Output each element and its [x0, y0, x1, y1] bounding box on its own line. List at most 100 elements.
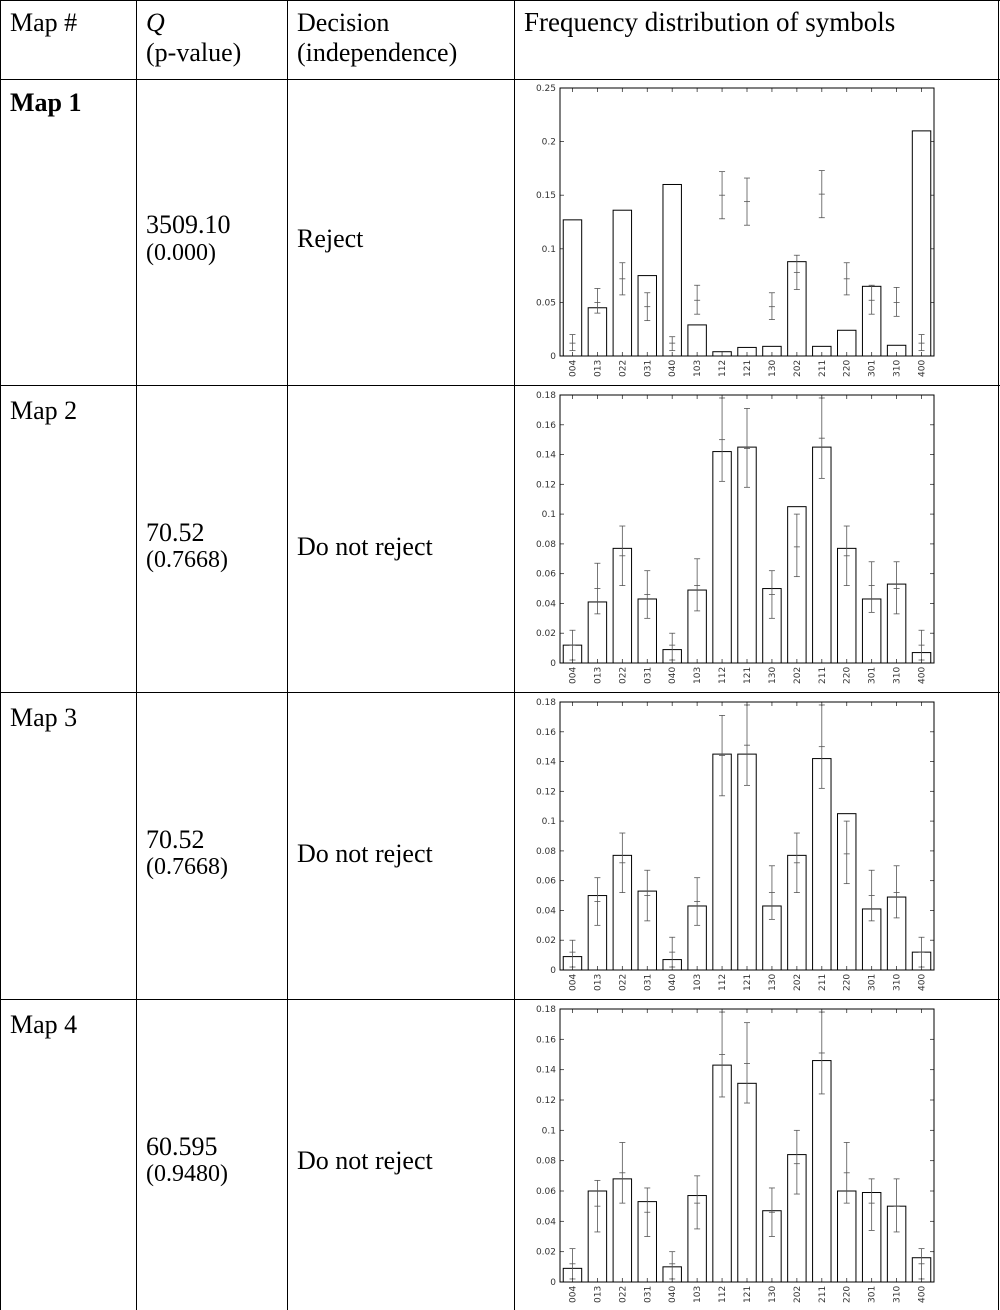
- x-tick-label: 211: [818, 667, 828, 684]
- row2-map: Map 2: [10, 396, 78, 425]
- table-border-right: [998, 0, 999, 1310]
- y-tick-label: 0.02: [536, 1248, 556, 1258]
- x-tick-label: 121: [743, 360, 753, 377]
- y-tick-label: 0.12: [536, 787, 556, 797]
- x-tick-label: 202: [793, 360, 803, 377]
- row4-map: Map 4: [10, 1010, 78, 1039]
- y-tick-label: 0.1: [542, 510, 556, 520]
- y-tick-label: 0.14: [536, 758, 556, 768]
- x-tick-label: 022: [618, 974, 628, 991]
- y-tick-label: 0.08: [536, 847, 556, 857]
- x-tick-label: 211: [818, 974, 828, 991]
- bar: [687, 324, 707, 357]
- x-tick-label: 400: [918, 667, 928, 684]
- y-tick-label: 0.14: [536, 1066, 556, 1076]
- y-tick-label: 0.18: [536, 1005, 556, 1015]
- x-tick-label: 121: [743, 1286, 753, 1303]
- x-tick-label: 031: [643, 1286, 653, 1303]
- x-tick-label: 022: [618, 667, 628, 684]
- row4-q: 60.595: [146, 1132, 218, 1161]
- x-tick-label: 031: [643, 974, 653, 991]
- table-border-left: [0, 0, 1, 1310]
- x-tick-label: 004: [568, 667, 578, 684]
- x-tick-label: 400: [918, 1286, 928, 1303]
- x-tick-label: 220: [843, 360, 853, 377]
- plot-frame: [559, 394, 935, 664]
- x-tick-label: 112: [718, 360, 728, 377]
- x-tick-label: 220: [843, 1286, 853, 1303]
- x-tick-label: 121: [743, 667, 753, 684]
- map1-frequency-chart: 0 0.05 0.1 0.15 0.2 0.25 004 013 022 031 040 103 112…: [536, 84, 935, 377]
- table-border-col1: [136, 0, 137, 1310]
- plot-frame: [559, 701, 935, 971]
- y-tick-label: 0.1: [542, 245, 556, 255]
- x-tick-label: 004: [568, 1286, 578, 1303]
- row1-decision: Reject: [297, 224, 364, 253]
- table-border-col2: [287, 0, 288, 1310]
- header-map-number: Map #: [10, 8, 78, 37]
- y-tick-label: 0.16: [536, 1035, 556, 1045]
- y-tick-label: 0.02: [536, 629, 556, 639]
- y-tick-label: 0.04: [536, 1217, 556, 1227]
- bar: [712, 1064, 732, 1283]
- row4-p: (0.9480): [146, 1161, 228, 1187]
- x-tick-label: 103: [693, 667, 703, 684]
- row3-decision: Do not reject: [297, 839, 433, 868]
- table-border-row1: [0, 385, 1000, 386]
- y-tick-label: 0.16: [536, 421, 556, 431]
- row1-p: (0.000): [146, 240, 216, 266]
- x-tick-label: 103: [693, 974, 703, 991]
- x-tick-label: 211: [818, 1286, 828, 1303]
- y-tick-label: 0.2: [542, 138, 556, 148]
- x-tick-label: 202: [793, 667, 803, 684]
- bar: [812, 758, 832, 971]
- y-tick-label: 0.12: [536, 1096, 556, 1106]
- bar: [712, 451, 732, 664]
- x-tick-label: 013: [593, 667, 603, 684]
- row2-q: 70.52: [146, 518, 205, 547]
- plot-frame: [559, 87, 935, 357]
- row2-decision: Do not reject: [297, 532, 433, 561]
- x-tick-label: 040: [668, 667, 678, 684]
- row1-q: 3509.10: [146, 210, 231, 239]
- row3-q: 70.52: [146, 825, 205, 854]
- map3-frequency-chart: 0 0.02 0.04 0.06 0.08 0.1 0.12 0.14 0.16 0.18 004 0…: [536, 698, 935, 991]
- x-tick-label: 103: [693, 360, 703, 377]
- x-tick-label: 031: [643, 667, 653, 684]
- y-tick-label: 0.14: [536, 451, 556, 461]
- row4-decision: Do not reject: [297, 1146, 433, 1175]
- map2-frequency-chart: 0 0.02 0.04 0.06 0.08 0.1 0.12 0.14 0.16 0.18 004 0…: [536, 391, 935, 684]
- y-tick-label: 0.06: [536, 1187, 556, 1197]
- x-tick-label: 400: [918, 974, 928, 991]
- y-tick-label: 0.06: [536, 570, 556, 580]
- y-tick-label: 0: [550, 352, 556, 362]
- y-tick-label: 0.1: [542, 817, 556, 827]
- x-tick-label: 301: [868, 1286, 878, 1303]
- x-tick-label: 130: [768, 1286, 778, 1303]
- y-tick-label: 0.05: [536, 298, 556, 308]
- x-tick-label: 112: [718, 974, 728, 991]
- x-tick-label: 301: [868, 667, 878, 684]
- y-tick-label: 0.15: [536, 191, 556, 201]
- header-independence: (independence): [297, 38, 458, 67]
- x-tick-label: 202: [793, 974, 803, 991]
- y-tick-label: 0.18: [536, 391, 556, 401]
- x-tick-label: 400: [918, 360, 928, 377]
- bar: [737, 753, 757, 971]
- x-tick-label: 220: [843, 667, 853, 684]
- y-tick-label: 0.06: [536, 877, 556, 887]
- y-tick-label: 0.02: [536, 936, 556, 946]
- x-tick-label: 004: [568, 974, 578, 991]
- y-tick-label: 0.04: [536, 906, 556, 916]
- x-tick-label: 130: [768, 360, 778, 377]
- bar: [837, 1190, 857, 1283]
- table-border-col3: [514, 0, 515, 1310]
- y-tick-label: 0.1: [542, 1126, 556, 1136]
- x-tick-label: 004: [568, 360, 578, 377]
- x-tick-label: 022: [618, 1286, 628, 1303]
- x-tick-label: 040: [668, 974, 678, 991]
- table-border-row3: [0, 999, 1000, 1000]
- y-tick-label: 0.18: [536, 698, 556, 708]
- x-tick-label: 112: [718, 667, 728, 684]
- x-tick-label: 013: [593, 974, 603, 991]
